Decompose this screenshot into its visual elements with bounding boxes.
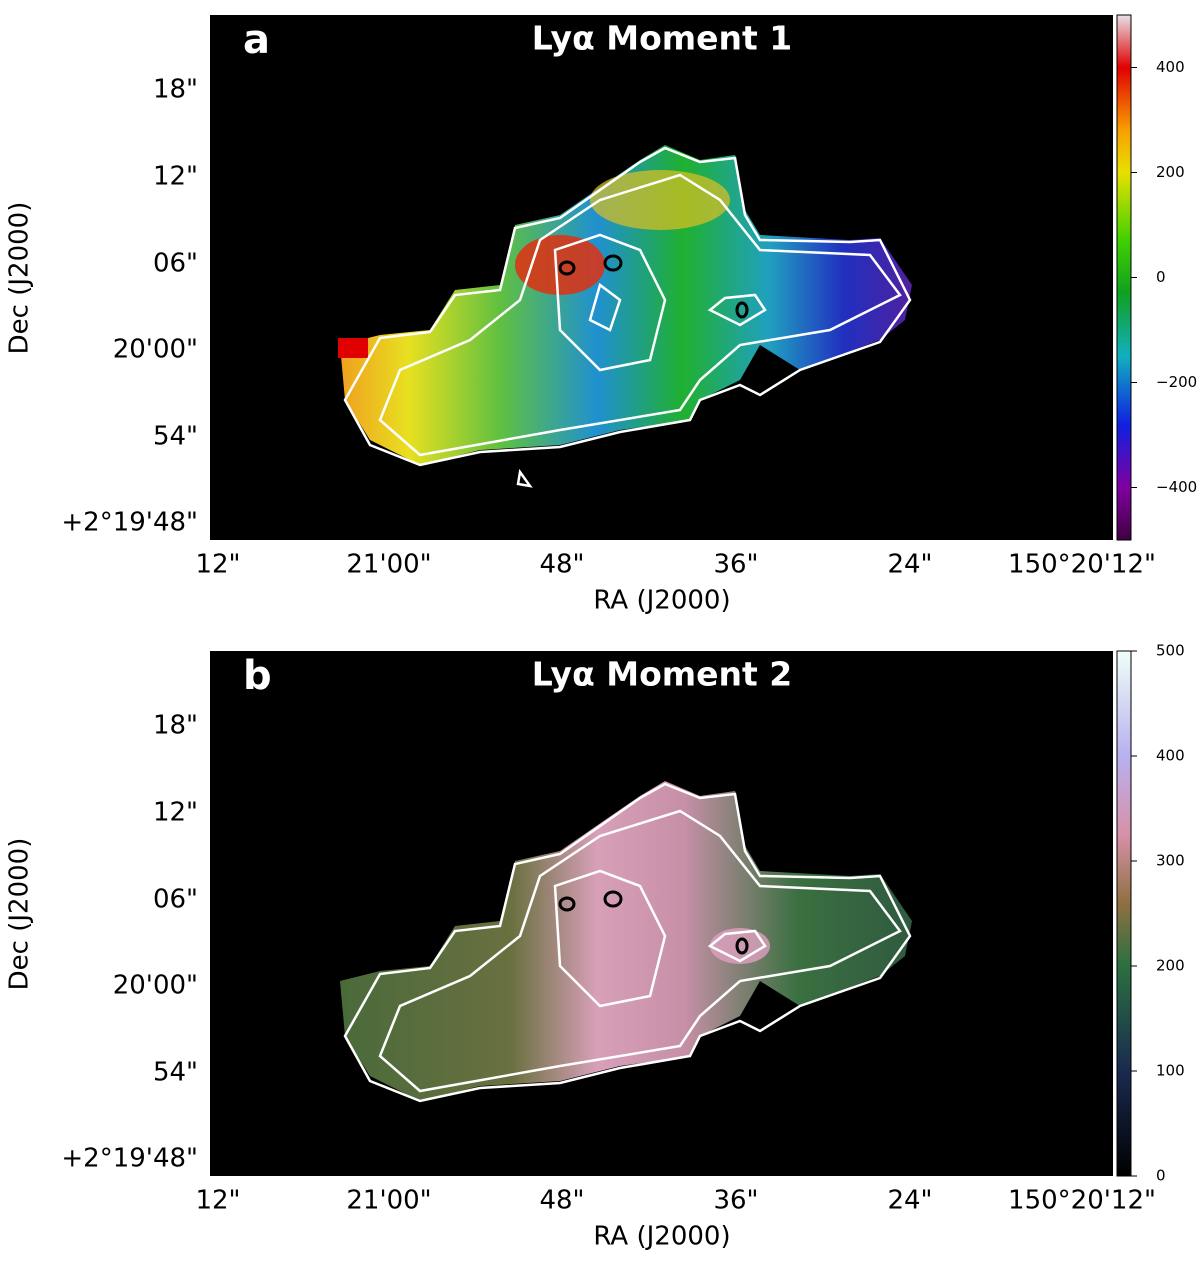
y-tick-label: 20'00": [113, 971, 198, 1001]
panel: b Lyα Moment 2 RA (J2000) Dec (J2000) 12" 21'…: [5, 642, 1185, 1252]
panel: a Lyα Moment 1 RA (J2000) Dec (J2000) 12" 21'…: [5, 14, 1197, 616]
x-axis-label: RA (J2000): [593, 586, 730, 616]
contour: [343, 146, 912, 467]
y-tick-label: +2°19'48": [61, 508, 198, 538]
colorbar-tick-label: 400: [1156, 747, 1185, 765]
y-tick-label: 18": [153, 711, 198, 741]
x-tick-label: 24": [887, 550, 932, 580]
y-tick-label: 54": [153, 422, 198, 452]
x-tick-label: 150°20'12": [1008, 550, 1156, 580]
contour: [553, 233, 667, 372]
x-tick-label: 48": [539, 1186, 584, 1216]
emission-map: [340, 145, 912, 465]
contour: [553, 869, 667, 1008]
contour: [378, 809, 902, 1093]
contour: [378, 173, 902, 457]
y-tick-label: 54": [153, 1058, 198, 1088]
contour: [588, 282, 622, 332]
contour: [707, 293, 767, 327]
x-tick-label: 36": [713, 1186, 758, 1216]
colorbar-tick-label: −400: [1156, 478, 1197, 496]
emission-map: [590, 170, 730, 230]
contour: [735, 937, 749, 955]
colorbar: [1116, 14, 1132, 541]
y-axis-label: Dec (J2000): [5, 202, 35, 355]
y-tick-label: 20'00": [113, 335, 198, 365]
emission-map: [338, 338, 368, 358]
contour: [558, 896, 576, 912]
colorbar: [1116, 650, 1132, 1177]
contour: [516, 468, 533, 488]
y-axis-label: Dec (J2000): [5, 838, 35, 991]
y-tick-label: +2°19'48": [61, 1144, 198, 1174]
emission-map: [340, 781, 912, 1101]
contour: [735, 301, 749, 319]
x-tick-label: 36": [713, 550, 758, 580]
emission-map: [710, 928, 770, 964]
panel-label: a: [243, 17, 270, 63]
chart-title: Lyα Moment 1: [532, 19, 792, 58]
contour: [707, 929, 767, 963]
x-tick-label: 24": [887, 1186, 932, 1216]
colorbar-tick-label: 0: [1156, 1167, 1166, 1185]
y-tick-label: 06": [153, 249, 198, 279]
x-tick-label: 12": [195, 1186, 240, 1216]
colorbar-tick-label: 200: [1156, 163, 1185, 181]
x-tick-label: 21'00": [346, 550, 431, 580]
panel-label: b: [243, 653, 272, 699]
y-tick-label: 12": [153, 798, 198, 828]
colorbar-tick-label: 200: [1156, 957, 1185, 975]
y-tick-label: 18": [153, 75, 198, 105]
contour: [603, 254, 623, 272]
colorbar-tick-label: 400: [1156, 58, 1185, 76]
colorbar-tick-label: 300: [1156, 852, 1185, 870]
x-tick-label: 21'00": [346, 1186, 431, 1216]
colorbar-tick-label: 500: [1156, 642, 1185, 660]
chart-title: Lyα Moment 2: [532, 655, 792, 694]
colorbar-tick-label: −200: [1156, 373, 1197, 391]
x-axis-label: RA (J2000): [593, 1222, 730, 1252]
contour: [558, 260, 576, 276]
x-tick-label: 150°20'12": [1008, 1186, 1156, 1216]
x-tick-label: 12": [195, 550, 240, 580]
colorbar-tick-label: 0: [1156, 268, 1166, 286]
contour: [343, 782, 912, 1103]
y-tick-label: 12": [153, 162, 198, 192]
contour: [603, 890, 623, 908]
x-tick-label: 48": [539, 550, 584, 580]
y-tick-label: 06": [153, 885, 198, 915]
colorbar-tick-label: 100: [1156, 1062, 1185, 1080]
